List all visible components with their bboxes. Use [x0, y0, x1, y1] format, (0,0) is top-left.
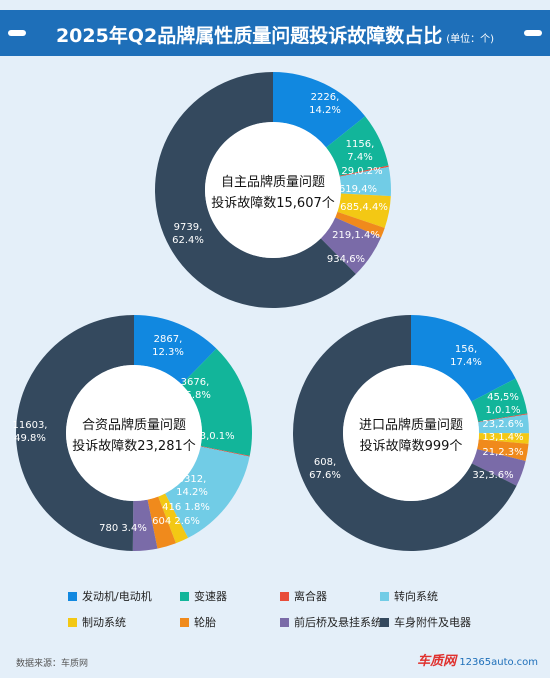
legend-label: 车身附件及电器: [394, 616, 471, 629]
legend-swatch: [380, 591, 389, 601]
donut-slice: [154, 72, 356, 308]
slice-data-label: 608, 67.6%: [309, 457, 341, 481]
logo-url: 12365auto.com: [459, 657, 538, 668]
donut-slice: [320, 217, 381, 274]
legend-swatch: [180, 591, 189, 601]
legend-item: 轮胎: [180, 614, 280, 630]
slice-data-label: 219,1.4%: [332, 230, 380, 241]
slice-data-label: 685,4.4%: [340, 202, 388, 213]
legend-item: 车身附件及电器: [380, 614, 498, 630]
legend-label: 前后桥及悬挂系统: [294, 616, 382, 629]
donut-slice: [471, 378, 528, 422]
title-decoration-left: [8, 30, 26, 36]
donut-hole: [343, 365, 479, 501]
site-logo: 车质网 12365auto.com: [417, 650, 538, 669]
donut-slice: [134, 315, 217, 385]
center-label: 投诉故障数23,281个: [72, 438, 196, 454]
donut-hole: [66, 365, 202, 501]
donut-slice: [335, 211, 385, 238]
donut-slice: [478, 413, 528, 423]
donut-slice: [273, 72, 366, 148]
legend-swatch: [68, 591, 77, 601]
legend-item: 离合器: [280, 588, 380, 604]
donut-slice: [337, 193, 391, 228]
donut-slice: [158, 493, 189, 544]
slice-data-label: 604 2.6%: [152, 516, 200, 527]
donut-slice: [478, 433, 529, 444]
data-source: 数据来源：车质网: [16, 659, 89, 669]
slice-data-label: 9739, 62.4%: [172, 222, 204, 246]
center-label: 投诉故障数999个: [360, 438, 463, 454]
center-label: 自主品牌质量问题: [221, 174, 325, 190]
center-label: 进口品牌质量问题: [359, 417, 463, 433]
legend-swatch: [180, 617, 189, 627]
donut-slice: [326, 116, 389, 176]
slice-data-label: 780 3.4%: [99, 523, 147, 534]
title-bar: 2025年Q2品牌属性质量问题投诉故障数占比 (单位：个): [0, 10, 550, 56]
slice-data-label: 32,3.6%: [472, 470, 513, 481]
slice-data-label: 11603, 49.8%: [13, 420, 48, 444]
legend-label: 轮胎: [194, 616, 216, 629]
donut-slice: [292, 315, 517, 552]
donut-slice: [16, 315, 134, 551]
legend-label: 制动系统: [82, 616, 126, 629]
slice-data-label: 23,0.1%: [193, 431, 234, 442]
title-decoration-right: [524, 30, 542, 36]
slice-data-label: 3676, 15.8%: [179, 377, 211, 401]
donut-slice: [477, 439, 529, 461]
donut-chart: 2867, 12.3% 3676, 15.8% 23,0.1% 3312, 14.2% 416…: [13, 315, 253, 551]
legend-item: 前后桥及悬挂系统: [280, 614, 382, 630]
donut-slice: [339, 166, 391, 197]
slice-data-label: 13,1.4%: [482, 432, 523, 443]
donut-hole: [205, 122, 341, 258]
donut-charts: 2226, 14.2%1156, 7.4% 29,0.2% 619,4% 685,4.4%…: [13, 72, 529, 552]
slice-data-label: 156, 17.4%: [450, 344, 482, 368]
donut-slice: [165, 446, 250, 538]
legend-label: 发动机/电动机: [82, 590, 152, 603]
center-label: 合资品牌质量问题: [82, 417, 186, 433]
donut-slice: [471, 449, 526, 486]
legend-label: 离合器: [294, 590, 327, 603]
donut-slice: [339, 165, 389, 177]
legend-item: 制动系统: [68, 614, 180, 630]
legend-item: 变速器: [180, 588, 280, 604]
legend: 发动机/电动机 变速器 离合器 转向系统制动系统 轮胎 前后桥及悬挂系统 车身附件及电器: [68, 588, 498, 630]
legend-swatch: [380, 617, 389, 627]
slice-data-label: 1156, 7.4%: [346, 139, 375, 163]
slice-data-label: 619,4%: [339, 184, 377, 195]
donut-slice: [132, 499, 158, 551]
slice-data-label: 2226, 14.2%: [309, 92, 341, 116]
legend-item: 转向系统: [380, 588, 498, 604]
legend-label: 变速器: [194, 590, 227, 603]
donut-chart: 156, 17.4% 45,5% 1,0.1% 23,2.6% 13,1.4% 21,2.3…: [292, 315, 529, 552]
chart-title-text: 2025年Q2品牌属性质量问题投诉故障数占比: [55, 25, 443, 47]
legend-swatch: [280, 617, 289, 627]
legend-swatch: [68, 617, 77, 627]
slice-data-label: 1,0.1%: [486, 405, 521, 416]
slice-data-label: 23,2.6%: [482, 419, 523, 430]
donut-slice: [147, 496, 176, 549]
donut-slice: [478, 414, 529, 434]
logo-brand: 车质网: [417, 654, 457, 669]
slice-data-label: 416 1.8%: [162, 502, 210, 513]
unit-label: (单位：个): [446, 34, 495, 45]
chart-title: 2025年Q2品牌属性质量问题投诉故障数占比 (单位：个): [0, 21, 550, 48]
slice-data-label: 3312, 14.2%: [176, 474, 208, 498]
legend-swatch: [280, 591, 289, 601]
slice-data-label: 934,6%: [327, 254, 365, 265]
legend-label: 转向系统: [394, 590, 438, 603]
donut-slice: [411, 315, 516, 402]
slice-data-label: 29,0.2%: [341, 166, 382, 177]
center-label: 投诉故障数15,607个: [211, 195, 335, 211]
legend-item: 发动机/电动机: [68, 588, 180, 604]
donut-slice: [200, 446, 250, 457]
slice-data-label: 2867, 12.3%: [152, 334, 184, 358]
donut-chart: 2226, 14.2%1156, 7.4% 29,0.2% 619,4% 685,4.4%…: [154, 72, 391, 308]
slice-data-label: 21,2.3%: [482, 447, 523, 458]
slice-data-label: 45,5%: [487, 392, 519, 403]
donut-slice: [181, 348, 253, 456]
